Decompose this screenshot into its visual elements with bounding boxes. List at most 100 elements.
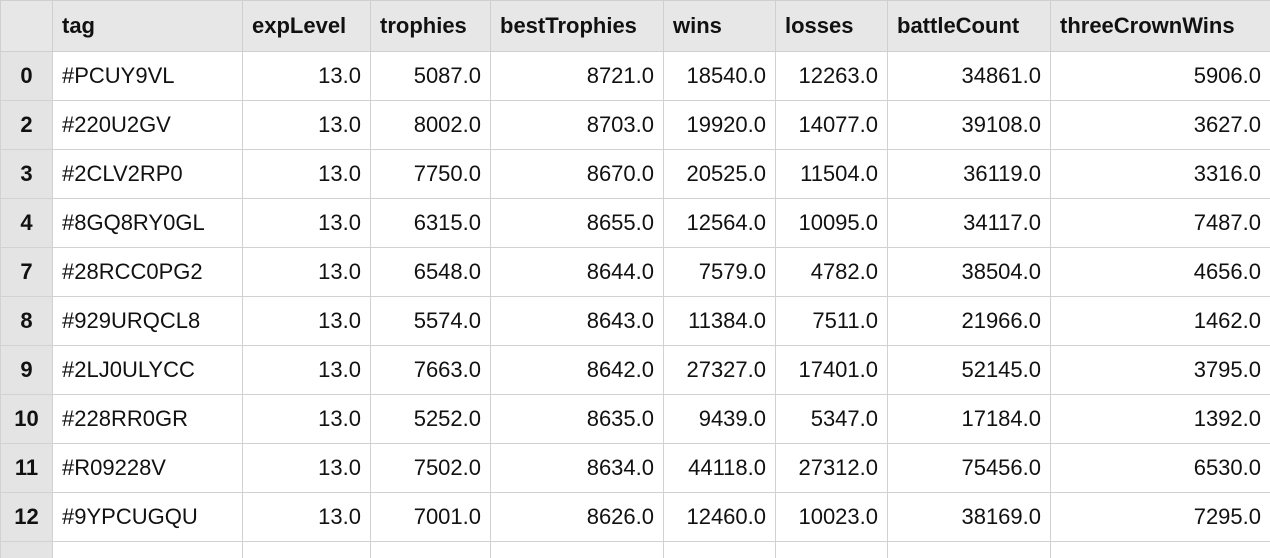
cell-battlecount[interactable]: 21966.0 (887, 296, 1051, 346)
cell-explevel[interactable]: 13.0 (242, 296, 371, 346)
table-row[interactable]: 11 #R09228V 13.0 7502.0 8634.0 44118.0 27312.0… (0, 443, 1270, 493)
cell-besttrophies[interactable]: 8635.0 (490, 394, 664, 444)
cell-losses[interactable]: 5347.0 (775, 394, 888, 444)
cell-wins[interactable]: 12460.0 (663, 492, 776, 542)
cell-explevel[interactable]: 13.0 (242, 247, 371, 297)
cell-threecrownwins[interactable]: 4656.0 (1050, 247, 1270, 297)
cell-battlecount[interactable]: 52145.0 (887, 345, 1051, 395)
table-row[interactable]: 3 #2CLV2RP0 13.0 7750.0 8670.0 20525.0 11504.0… (0, 149, 1270, 199)
table-row[interactable]: 12 #9YPCUGQU 13.0 7001.0 8626.0 12460.0 10023.… (0, 492, 1270, 542)
table-row[interactable]: 9 #2LJ0ULYCC 13.0 7663.0 8642.0 27327.0 17401.… (0, 345, 1270, 395)
cell-besttrophies[interactable]: 8703.0 (490, 100, 664, 150)
cell-besttrophies[interactable]: 8670.0 (490, 149, 664, 199)
cell-threecrownwins[interactable]: 3795.0 (1050, 345, 1270, 395)
table-cell[interactable] (775, 541, 888, 558)
cell-wins[interactable]: 11384.0 (663, 296, 776, 346)
cell-trophies[interactable]: 5252.0 (370, 394, 491, 444)
cell-battlecount[interactable]: 38504.0 (887, 247, 1051, 297)
cell-explevel[interactable]: 13.0 (242, 345, 371, 395)
table-cell[interactable] (887, 541, 1051, 558)
cell-besttrophies[interactable]: 8655.0 (490, 198, 664, 248)
table-row[interactable]: 2 #220U2GV 13.0 8002.0 8703.0 19920.0 14077.0 3… (0, 100, 1270, 150)
cell-besttrophies[interactable]: 8626.0 (490, 492, 664, 542)
cell-tag[interactable]: #8GQ8RY0GL (52, 198, 243, 248)
cell-threecrownwins[interactable]: 5906.0 (1050, 51, 1270, 101)
cell-tag[interactable]: #R09228V (52, 443, 243, 493)
cell-threecrownwins[interactable]: 1392.0 (1050, 394, 1270, 444)
table-cell[interactable] (490, 541, 664, 558)
cell-tag[interactable]: #PCUY9VL (52, 51, 243, 101)
column-header-besttrophies[interactable]: bestTrophies (490, 0, 664, 52)
cell-losses[interactable]: 27312.0 (775, 443, 888, 493)
cell-losses[interactable]: 17401.0 (775, 345, 888, 395)
column-header-tag[interactable]: tag (52, 0, 243, 52)
cell-besttrophies[interactable]: 8642.0 (490, 345, 664, 395)
cell-wins[interactable]: 18540.0 (663, 51, 776, 101)
cell-threecrownwins[interactable]: 3316.0 (1050, 149, 1270, 199)
cell-tag[interactable]: #2LJ0ULYCC (52, 345, 243, 395)
table-row[interactable]: 8 #929URQCL8 13.0 5574.0 8643.0 11384.0 7511.0… (0, 296, 1270, 346)
table-row[interactable]: 10 #228RR0GR 13.0 5252.0 8635.0 9439.0 5347.0 1… (0, 394, 1270, 444)
cell-trophies[interactable]: 7001.0 (370, 492, 491, 542)
cell-tag[interactable]: #929URQCL8 (52, 296, 243, 346)
cell-losses[interactable]: 12263.0 (775, 51, 888, 101)
cell-besttrophies[interactable]: 8634.0 (490, 443, 664, 493)
cell-wins[interactable]: 7579.0 (663, 247, 776, 297)
cell-wins[interactable]: 27327.0 (663, 345, 776, 395)
cell-explevel[interactable]: 13.0 (242, 492, 371, 542)
cell-threecrownwins[interactable]: 7487.0 (1050, 198, 1270, 248)
cell-battlecount[interactable]: 34861.0 (887, 51, 1051, 101)
table-cell[interactable] (370, 541, 491, 558)
cell-battlecount[interactable]: 36119.0 (887, 149, 1051, 199)
cell-battlecount[interactable]: 75456.0 (887, 443, 1051, 493)
column-header-explevel[interactable]: expLevel (242, 0, 371, 52)
cell-trophies[interactable]: 5087.0 (370, 51, 491, 101)
cell-besttrophies[interactable]: 8644.0 (490, 247, 664, 297)
column-header-threecrownwins[interactable]: threeCrownWins (1050, 0, 1270, 52)
cell-trophies[interactable]: 7502.0 (370, 443, 491, 493)
cell-trophies[interactable]: 7750.0 (370, 149, 491, 199)
cell-explevel[interactable]: 13.0 (242, 100, 371, 150)
cell-battlecount[interactable]: 38169.0 (887, 492, 1051, 542)
cell-wins[interactable]: 19920.0 (663, 100, 776, 150)
table-cell[interactable] (663, 541, 776, 558)
cell-trophies[interactable]: 8002.0 (370, 100, 491, 150)
cell-tag[interactable]: #9YPCUGQU (52, 492, 243, 542)
column-header-trophies[interactable]: trophies (370, 0, 491, 52)
column-header-losses[interactable]: losses (775, 0, 888, 52)
cell-wins[interactable]: 12564.0 (663, 198, 776, 248)
cell-besttrophies[interactable]: 8643.0 (490, 296, 664, 346)
table-row[interactable]: 7 #28RCC0PG2 13.0 6548.0 8644.0 7579.0 4782.0 3… (0, 247, 1270, 297)
cell-tag[interactable]: #2CLV2RP0 (52, 149, 243, 199)
cell-battlecount[interactable]: 34117.0 (887, 198, 1051, 248)
cell-wins[interactable]: 44118.0 (663, 443, 776, 493)
cell-losses[interactable]: 11504.0 (775, 149, 888, 199)
cell-threecrownwins[interactable]: 1462.0 (1050, 296, 1270, 346)
cell-threecrownwins[interactable]: 7295.0 (1050, 492, 1270, 542)
cell-losses[interactable]: 7511.0 (775, 296, 888, 346)
cell-besttrophies[interactable]: 8721.0 (490, 51, 664, 101)
table-row[interactable]: 4 #8GQ8RY0GL 13.0 6315.0 8655.0 12564.0 10095.… (0, 198, 1270, 248)
cell-trophies[interactable]: 6315.0 (370, 198, 491, 248)
table-row[interactable]: 0 #PCUY9VL 13.0 5087.0 8721.0 18540.0 12263.0 3… (0, 51, 1270, 101)
cell-tag[interactable]: #28RCC0PG2 (52, 247, 243, 297)
cell-trophies[interactable]: 5574.0 (370, 296, 491, 346)
cell-explevel[interactable]: 13.0 (242, 198, 371, 248)
cell-losses[interactable]: 4782.0 (775, 247, 888, 297)
cell-explevel[interactable]: 13.0 (242, 443, 371, 493)
table-cell[interactable] (52, 541, 243, 558)
cell-tag[interactable]: #228RR0GR (52, 394, 243, 444)
column-header-battlecount[interactable]: battleCount (887, 0, 1051, 52)
cell-battlecount[interactable]: 17184.0 (887, 394, 1051, 444)
cell-losses[interactable]: 14077.0 (775, 100, 888, 150)
cell-explevel[interactable]: 13.0 (242, 394, 371, 444)
cell-trophies[interactable]: 6548.0 (370, 247, 491, 297)
cell-trophies[interactable]: 7663.0 (370, 345, 491, 395)
cell-threecrownwins[interactable]: 3627.0 (1050, 100, 1270, 150)
cell-explevel[interactable]: 13.0 (242, 149, 371, 199)
cell-threecrownwins[interactable]: 6530.0 (1050, 443, 1270, 493)
cell-losses[interactable]: 10095.0 (775, 198, 888, 248)
column-header-wins[interactable]: wins (663, 0, 776, 52)
cell-losses[interactable]: 10023.0 (775, 492, 888, 542)
cell-tag[interactable]: #220U2GV (52, 100, 243, 150)
